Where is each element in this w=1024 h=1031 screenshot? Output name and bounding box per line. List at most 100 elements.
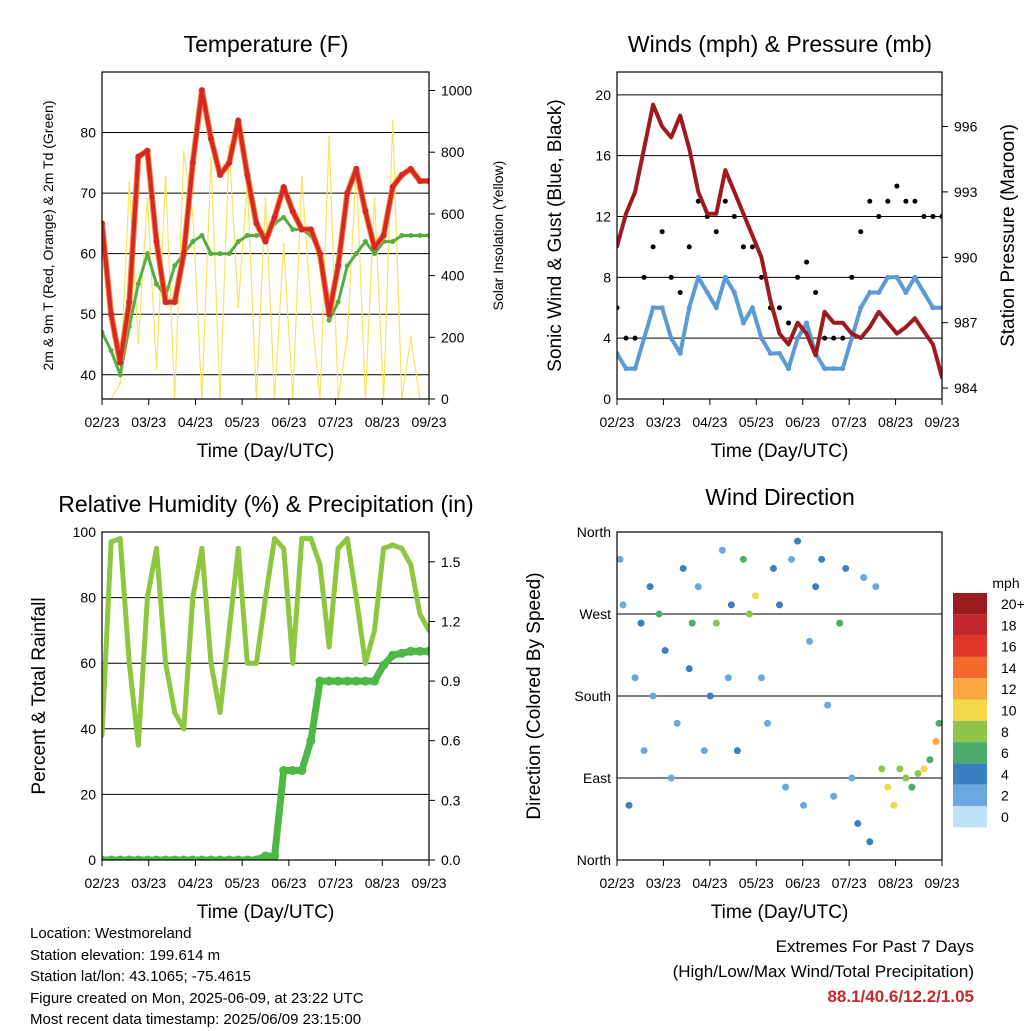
- humidity-ytick-right-label: 0.3: [441, 792, 461, 808]
- temp-2m-point: [289, 208, 296, 215]
- temp-2m-point: [362, 208, 369, 215]
- gust-point: [677, 290, 683, 296]
- winds-ytick-label: 8: [603, 269, 611, 285]
- dewpoint-point: [362, 239, 368, 245]
- humidity-point: [208, 660, 214, 666]
- winds-xtick-label: 08/23: [878, 414, 913, 430]
- humidity-point: [235, 545, 241, 551]
- humidity-point: [417, 611, 423, 617]
- gust-point: [617, 305, 620, 311]
- sonic-wind-point: [930, 305, 936, 311]
- humidity-ytick-right-label: 1.5: [441, 554, 461, 570]
- precip-point: [233, 855, 243, 860]
- solar-insolation-point: [373, 197, 376, 200]
- wind-direction-point: [649, 692, 657, 700]
- wind-direction-point: [836, 619, 844, 627]
- dewpoint-point: [172, 263, 178, 269]
- sonic-wind-point: [617, 350, 620, 356]
- sonic-wind-point: [632, 366, 638, 372]
- winds-xtick-label: 04/23: [692, 414, 727, 430]
- temp-2m-point: [208, 135, 214, 142]
- wind_direction-xtick-label: 08/23: [878, 875, 913, 891]
- wind-direction-point: [902, 774, 910, 782]
- solar-insolation-point: [237, 305, 240, 308]
- wind-direction-point: [854, 820, 862, 828]
- wind_direction-xtick-label: 05/23: [739, 875, 774, 891]
- temperature-ytick-right-label: 200: [441, 329, 465, 345]
- winds-ytick-right-label: 987: [954, 315, 978, 331]
- precip-point: [342, 676, 352, 686]
- sonic-wind-point: [903, 290, 909, 296]
- winds-title: Winds (mph) & Pressure (mb): [628, 31, 932, 57]
- precip-point: [406, 646, 416, 656]
- temp-2m-point: [380, 232, 387, 239]
- temp-2m-point: [262, 238, 269, 245]
- solar-insolation-point: [155, 366, 158, 370]
- wind-direction-point: [800, 801, 808, 809]
- gust-point: [758, 274, 764, 280]
- humidity-point: [217, 709, 223, 715]
- winds-ylabel: Sonic Wind & Gust (Blue, Black): [545, 99, 566, 371]
- solar-insolation-point: [282, 243, 285, 246]
- extremes-box: Extremes For Past 7 Days (High/Low/Max W…: [554, 934, 974, 1009]
- winds-ytick-label: 16: [595, 148, 611, 164]
- temp-2m-point: [108, 311, 115, 318]
- solar-insolation-point: [391, 120, 394, 123]
- sonic-wind-point: [867, 290, 873, 296]
- wind-direction-point: [673, 719, 681, 727]
- dewpoint-point: [390, 239, 396, 245]
- solar-insolation-point: [346, 336, 349, 339]
- gust-point: [686, 244, 692, 250]
- wind-direction-point: [763, 719, 771, 727]
- temp-2m-point: [217, 171, 224, 178]
- humidity-point: [399, 545, 405, 551]
- humidity-point: [144, 595, 150, 601]
- humidity-ytick-right-label: 0.9: [441, 673, 461, 689]
- wind-direction-point: [908, 783, 916, 791]
- wind-direction-point: [745, 610, 753, 618]
- precip-point: [370, 676, 379, 686]
- wind-direction-point: [788, 555, 796, 563]
- humidity-point: [317, 562, 323, 568]
- winds-ytick-label: 4: [603, 330, 611, 346]
- dewpoint-point: [117, 372, 123, 378]
- gust-point: [623, 335, 629, 341]
- humidity-ytick-label: 0: [88, 852, 96, 868]
- gust-point: [777, 305, 782, 311]
- sonic-wind-point: [777, 350, 782, 356]
- winds-xtick-label: 07/23: [832, 414, 867, 430]
- sonic-wind-point: [722, 274, 728, 280]
- humidity-ytick-label: 20: [80, 786, 96, 802]
- wind-direction-point: [727, 601, 735, 609]
- wind-direction-point: [806, 637, 814, 645]
- solar-insolation-point: [137, 342, 140, 345]
- wind-direction-point: [706, 692, 714, 700]
- solar-insolation-point: [182, 151, 185, 154]
- precip-point: [261, 851, 270, 860]
- gust-point: [749, 244, 755, 250]
- sonic-wind-point: [831, 366, 837, 372]
- humidity-xtick-label: 05/23: [225, 875, 260, 891]
- sonic-wind-point: [921, 290, 927, 296]
- temp-2m-point: [189, 159, 196, 166]
- temperature-xtick-label: 06/23: [271, 414, 306, 430]
- sonic-wind-point: [677, 350, 683, 356]
- winds-ytick-right-label: 996: [954, 119, 978, 135]
- winds-xtick-label: 05/23: [739, 414, 774, 430]
- precip-point: [197, 855, 207, 860]
- dewpoint-point: [244, 233, 250, 238]
- temp-2m-point: [153, 238, 160, 245]
- wind-direction-point: [926, 756, 934, 764]
- wind-direction-ylabel: Direction (Colored By Speed): [524, 572, 545, 819]
- precip-point: [242, 855, 252, 860]
- precip-point: [224, 855, 234, 860]
- wind-direction-point: [890, 801, 898, 809]
- humidity-point: [281, 545, 287, 551]
- humidity-xtick-label: 02/23: [84, 875, 119, 891]
- precip-point: [124, 855, 134, 860]
- solar-insolation-point: [128, 181, 131, 185]
- winds-ytick-label: 12: [595, 208, 611, 224]
- dewpoint-point: [102, 329, 105, 335]
- precip-point: [351, 676, 361, 686]
- wind-direction-point: [655, 610, 663, 618]
